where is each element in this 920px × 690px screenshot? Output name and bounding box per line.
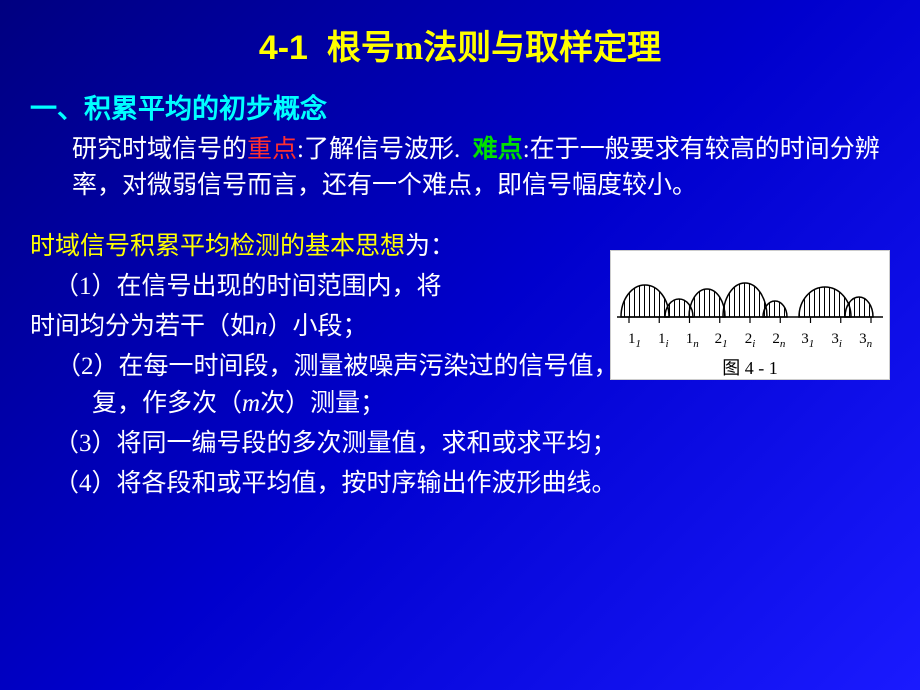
- tick-label: 2i: [737, 331, 764, 350]
- section2-intro: 时域信号积累平均检测的基本思想为：: [30, 229, 620, 265]
- title-before-m: 根号: [327, 29, 395, 67]
- s2-intro-white: 为：: [405, 233, 455, 260]
- tick-label: 21: [708, 331, 735, 350]
- section1-body: 研究时域信号的重点:了解信号波形. 难点:在于一般要求有较高的时间分辨率，对微弱…: [30, 132, 890, 205]
- tick-label: 2n: [765, 331, 792, 350]
- s2-item1-line1: （1）在信号出现的时间范围内，将: [30, 269, 620, 305]
- s1-red: 重点: [247, 136, 297, 163]
- tick-label: 3n: [852, 331, 879, 350]
- figure-axis-labels: 11 1i 1n 21 2i 2n 31 3i 3n: [617, 331, 883, 350]
- tick-label: 3i: [823, 331, 850, 350]
- section1-heading: 一、积累平均的初步概念: [30, 87, 890, 126]
- s2-i2c: 次）测量；: [260, 390, 385, 417]
- s2-item3: （3）将同一编号段的多次测量值，求和或求平均；: [30, 426, 890, 462]
- tick-label: 11: [621, 331, 648, 350]
- figure-svg: [617, 259, 883, 329]
- tick-label: 31: [794, 331, 821, 350]
- title-m: m: [395, 30, 423, 67]
- slide-root: 4-1 根号m法则与取样定理 一、积累平均的初步概念 研究时域信号的重点:了解信…: [0, 0, 920, 690]
- s2-i1bb: ）小段；: [268, 313, 368, 340]
- s2-i2-m2: m: [242, 390, 260, 417]
- s1-line1b: :了解信号波形.: [297, 136, 460, 163]
- title-number: 4-1: [259, 29, 308, 67]
- title-after-m: 法则与取样定理: [423, 29, 661, 67]
- s1-green: 难点: [473, 136, 523, 163]
- s1-line1a: 研究时域信号的: [72, 136, 247, 163]
- tick-label: 1i: [650, 331, 677, 350]
- tick-label: 1n: [679, 331, 706, 350]
- figure-4-1: 11 1i 1n 21 2i 2n 31 3i 3n 图 4 - 1: [610, 250, 890, 380]
- s2-i1a: （1）在信号出现的时间范围内，将: [54, 273, 442, 300]
- figure-caption: 图 4 - 1: [617, 354, 883, 380]
- s2-i1-n: n: [255, 313, 268, 340]
- slide-title: 4-1 根号m法则与取样定理: [30, 20, 890, 69]
- s2-i1ba: 时间均分为若干（如: [30, 313, 255, 340]
- s2-intro-yellow: 时域信号积累平均检测的基本思想: [30, 233, 405, 260]
- s2-item4: （4）将各段和或平均值，按时序输出作波形曲线。: [30, 466, 890, 502]
